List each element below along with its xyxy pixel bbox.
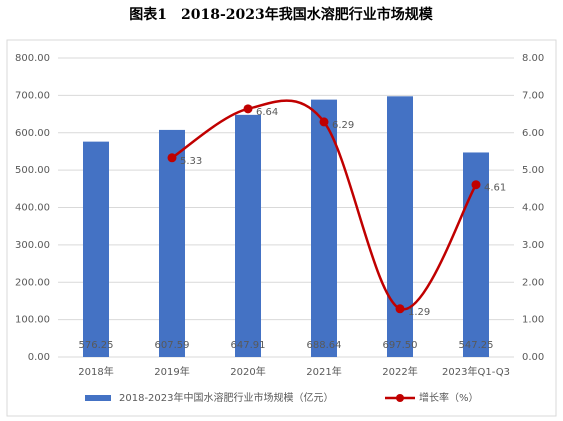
legend-swatch [85,395,111,401]
line-point [243,104,253,114]
line [171,99,478,311]
bar [83,141,109,357]
y2-tick-label: 6.00 [522,128,544,139]
chart-frame [6,39,557,417]
y-tick-label: 700.00 [15,90,50,101]
line-point [167,153,177,163]
line-value-label: 6.64 [256,107,278,118]
bar [235,114,261,358]
legend-swatch [396,394,404,402]
bar [159,129,185,357]
bar-value-label: 688.64 [307,340,342,351]
line-value-label: 6.29 [332,120,354,131]
y-tick-label: 200.00 [15,277,50,288]
y2-tick-label: 1.00 [522,315,544,326]
bar-value-label: 647.91 [231,340,266,351]
line-value-label: 1.29 [408,307,430,318]
bar-value-label: 547.25 [459,340,494,351]
line-value-label: 4.61 [484,183,506,194]
line-value-label: 5.33 [180,156,202,167]
y-tick-label: 0.00 [28,352,50,363]
y-tick-label: 400.00 [15,203,50,214]
y2-tick-label: 3.00 [522,240,544,251]
chart-title: 图表1 2018-2023年我国水溶肥行业市场规模 [129,6,433,23]
bar [311,99,337,358]
x-tick-label: 2023年Q1-Q3 [442,365,510,378]
y2-tick-label: 8.00 [522,53,544,64]
line-point [319,117,329,127]
bar-value-label: 697.50 [383,340,418,351]
y2-tick-label: 5.00 [522,165,544,176]
legend-label: 2018-2023年中国水溶肥行业市场规模（亿元） [119,391,334,404]
x-tick-label: 2019年 [154,365,189,378]
x-tick-label: 2022年 [382,365,417,378]
x-tick-label: 2021年 [306,365,341,378]
bar-value-label: 607.59 [155,340,190,351]
line-point [395,304,405,314]
y2-tick-label: 0.00 [522,352,544,363]
y2-tick-label: 7.00 [522,90,544,101]
line-point [471,180,481,190]
y-tick-label: 800.00 [15,53,50,64]
bar-value-label: 576.25 [79,340,114,351]
y-tick-label: 100.00 [15,315,50,326]
y-tick-label: 500.00 [15,165,50,176]
legend-label: 增长率（%） [419,391,479,404]
y2-tick-label: 2.00 [522,277,544,288]
x-tick-label: 2020年 [230,365,265,378]
x-tick-label: 2018年 [78,365,113,378]
y-tick-label: 300.00 [15,240,50,251]
y2-tick-label: 4.00 [522,203,544,214]
bar [387,96,413,357]
y-tick-label: 600.00 [15,128,50,139]
